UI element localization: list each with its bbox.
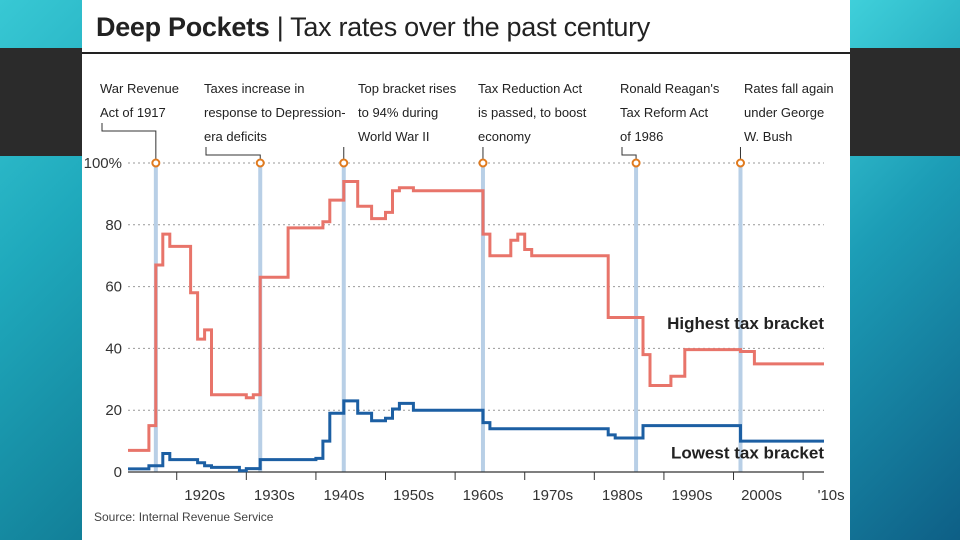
y-tick-label: 60 [105, 279, 122, 296]
event-annotation: Taxes increase in [204, 81, 304, 96]
x-tick-label: 1960s [463, 487, 504, 504]
event-annotation: Tax Reform Act [620, 105, 709, 120]
source-note: Source: Internal Revenue Service [94, 510, 274, 524]
y-tick-label: 40 [105, 340, 122, 357]
x-tick-label: 1940s [323, 487, 364, 504]
chart-panel: Deep Pockets | Tax rates over the past c… [82, 0, 850, 540]
event-annotation: Ronald Reagan's [620, 81, 720, 96]
y-tick-label: 0 [114, 464, 122, 481]
x-tick-label: 1920s [184, 487, 225, 504]
highest-bracket-label: Highest tax bracket [667, 314, 824, 333]
event-leader [621, 147, 637, 159]
event-leader [101, 123, 157, 159]
event-marker [255, 158, 265, 168]
title-bar: Deep Pockets | Tax rates over the past c… [82, 0, 850, 54]
dark-band-left [0, 48, 82, 156]
x-tick-label: 2000s [741, 487, 782, 504]
x-tick-label: '10s [818, 487, 845, 504]
event-annotation: to 94% during [358, 105, 438, 120]
x-tick-label: 1990s [671, 487, 712, 504]
lowest-bracket-line [128, 399, 824, 473]
event-marker [339, 158, 349, 168]
dark-band-right [850, 48, 960, 156]
x-tick-label: 1950s [393, 487, 434, 504]
event-leader [205, 147, 261, 159]
event-annotation: Act of 1917 [100, 105, 166, 120]
event-marker [478, 158, 488, 168]
title-bold: Deep Pockets [96, 12, 270, 42]
event-annotation: Top bracket rises [358, 81, 457, 96]
event-annotation: Tax Reduction Act [478, 81, 582, 96]
x-tick-label: 1980s [602, 487, 643, 504]
lowest-bracket-label: Lowest tax bracket [671, 444, 824, 463]
event-annotation: W. Bush [744, 129, 792, 144]
event-annotation: Rates fall again [744, 81, 834, 96]
event-marker [735, 158, 745, 168]
event-marker [151, 158, 161, 168]
event-annotation: of 1986 [620, 129, 663, 144]
x-tick-label: 1930s [254, 487, 295, 504]
title-rest: Tax rates over the past century [290, 12, 651, 42]
event-annotation: War Revenue [100, 81, 179, 96]
event-annotation: era deficits [204, 129, 267, 144]
event-annotation: economy [478, 129, 531, 144]
tax-rate-chart: 0 20 40 60 80 100% 1920s 1930s 1940s 1950s 1960s 19… [84, 81, 845, 504]
event-annotation: is passed, to boost [478, 105, 587, 120]
event-annotation: World War II [358, 129, 430, 144]
x-tick-label: 1970s [532, 487, 573, 504]
event-marker [631, 158, 641, 168]
event-annotation: response to Depression- [204, 105, 346, 120]
event-annotation: under George [744, 105, 824, 120]
y-tick-label: 20 [105, 402, 122, 419]
title-separator: | [276, 12, 291, 42]
highest-bracket-line [128, 180, 824, 452]
chart-title: Deep Pockets | Tax rates over the past c… [96, 12, 650, 43]
y-tick-label: 100% [84, 155, 122, 172]
y-tick-label: 80 [105, 217, 122, 234]
